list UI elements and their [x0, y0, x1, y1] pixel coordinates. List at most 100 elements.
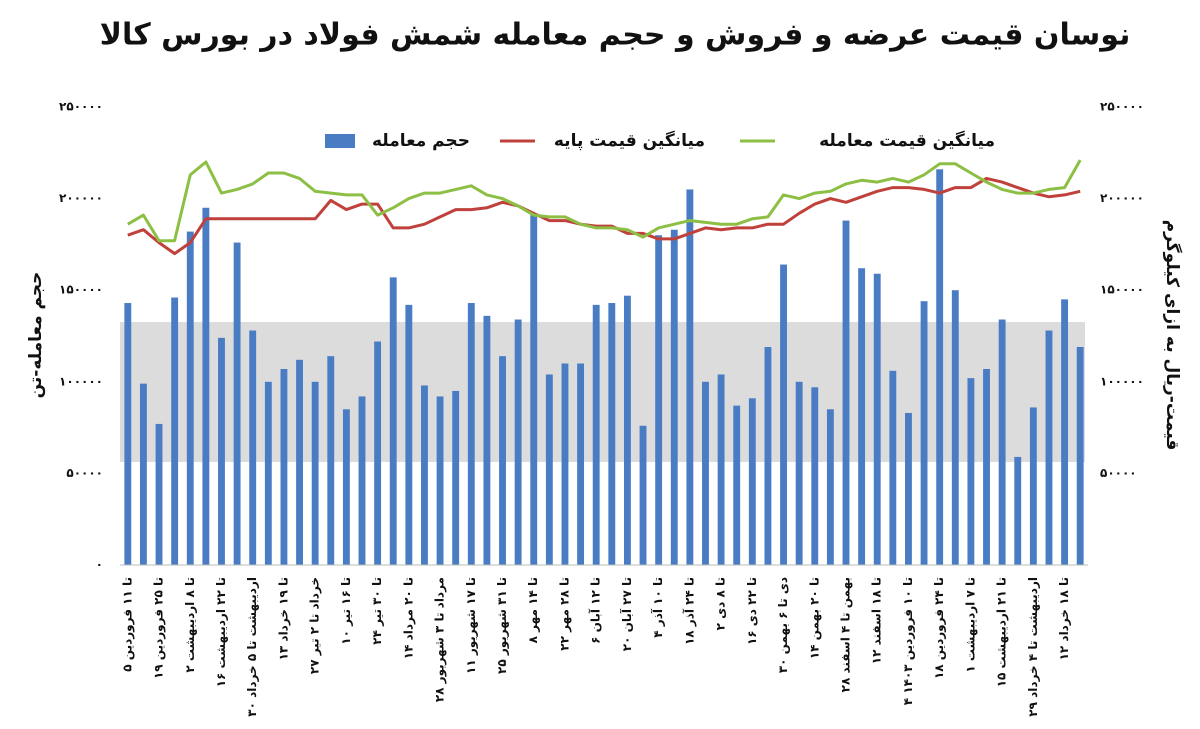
x-tick-label: ۲۹ اردیبهشت تا ۴ خرداد — [1026, 577, 1040, 717]
x-tick-label: ۱۲ تا ۱۸ خرداد — [1057, 577, 1071, 660]
bar — [218, 337, 225, 565]
x-tick-label: ۴ تا ۱۰ آذر — [650, 577, 665, 638]
y2-tick-label: ۱۰۰۰۰۰ — [1100, 374, 1144, 388]
bar — [577, 363, 585, 565]
line-series — [127, 159, 1082, 243]
y-tick-label: ۵۰۰۰۰ — [66, 466, 103, 480]
bar — [186, 231, 194, 566]
bar — [748, 398, 756, 565]
bar — [155, 423, 163, 565]
bar — [421, 385, 428, 565]
bar — [202, 207, 210, 565]
bar — [795, 381, 803, 565]
x-tick-label: ۳۰ دی تا ۶ بهمن — [776, 577, 790, 673]
x-tick-label: ۶ تا ۱۲ آبان — [588, 577, 603, 644]
bar — [483, 315, 491, 565]
bar — [327, 356, 335, 565]
bar — [717, 374, 725, 565]
x-tick-label: ۳۰ اردیبهشت تا ۵ خرداد — [245, 577, 259, 717]
line-series — [127, 176, 1081, 256]
bar — [764, 346, 772, 565]
y-tick-label: ۱۰۰۰۰۰ — [59, 374, 103, 388]
y-tick-label: ۲۰۰۰۰۰ — [59, 191, 103, 205]
bar — [171, 297, 179, 565]
x-tick-label: ۱۰ تا ۱۶ تیر — [339, 577, 353, 645]
y2-tick-label: ۲۰۰۰۰۰ — [1100, 191, 1144, 205]
bar — [296, 359, 303, 565]
bar — [436, 396, 444, 565]
x-tick-label: ۴ تا ۱۰ فروردین ۱۴۰۳ — [901, 577, 916, 705]
bar — [702, 381, 709, 565]
bar — [889, 370, 897, 565]
x-tick-label: ۲۵ تا ۳۱ شهریور — [495, 577, 510, 674]
bar — [670, 229, 678, 565]
bar — [139, 383, 147, 565]
bar — [1076, 346, 1084, 565]
x-tick-label: ۱۹ تا ۲۵ فروردین — [152, 577, 167, 679]
x-tick-label: ۱۵ تا ۲۱ اردیبهشت — [995, 577, 1009, 687]
legend-label: میانگین قیمت معامله — [819, 130, 995, 151]
x-tick-label: ۱۳ تا ۱۹ خرداد — [276, 577, 290, 660]
y2-tick-label: ۲۵۰۰۰۰ — [1100, 100, 1144, 114]
bar — [280, 368, 288, 565]
x-tick-label: ۲۰ تا ۲۷ آبان — [619, 577, 634, 651]
x-tick-label: ۲ تا ۸ دی — [714, 577, 728, 630]
bar — [608, 303, 616, 565]
y2-axis-title: قیمت-ریال به ازای کیلوگرم — [1162, 220, 1183, 451]
bar — [514, 319, 522, 565]
bar — [951, 290, 959, 565]
x-tick-label: ۲۲ تا ۲۸ مهر — [558, 577, 572, 651]
bar — [639, 425, 647, 565]
bar — [623, 295, 631, 565]
bar — [1061, 299, 1069, 565]
bar — [967, 378, 975, 565]
y-tick-label: ۰ — [96, 558, 103, 572]
bar — [905, 412, 912, 565]
bar — [780, 264, 787, 565]
bar — [545, 374, 553, 565]
bar — [655, 235, 663, 566]
bar — [826, 409, 834, 565]
y2-tick-label: ۱۵۰۰۰۰ — [1100, 283, 1144, 297]
bar — [1029, 407, 1037, 565]
bar — [733, 405, 741, 565]
bar — [389, 277, 397, 565]
bar — [983, 368, 990, 565]
bar — [936, 169, 944, 565]
bar — [358, 396, 366, 565]
bar — [842, 220, 850, 566]
bar — [124, 303, 132, 565]
y-tick-label: ۱۵۰۰۰۰ — [59, 283, 103, 297]
bar — [311, 381, 319, 565]
bar — [811, 387, 819, 565]
bar — [873, 273, 881, 565]
x-tick-label: ۲۸ مرداد تا ۳ شهریور — [433, 577, 448, 702]
bar — [686, 189, 694, 565]
x-tick-label: ۱۱ تا ۱۷ شهریور — [464, 577, 479, 674]
legend-swatch — [325, 134, 355, 148]
bar — [233, 242, 241, 565]
bar — [405, 304, 413, 565]
bar — [499, 356, 506, 565]
bar — [467, 303, 475, 565]
x-tick-label: ۱۸ تا ۲۴ فروردین — [932, 577, 947, 679]
x-tick-label: ۱۲ تا ۱۸ اسفند — [870, 577, 884, 664]
x-tick-label: ۱۸ تا ۲۴ آذر — [681, 577, 696, 645]
x-tick-label: ۲ تا ۸ اردیبهشت — [183, 577, 197, 673]
bar — [1045, 330, 1053, 565]
bar — [452, 390, 460, 565]
y-axis-title: حجم معامله-تن — [26, 272, 46, 399]
x-tick-label: ۸ تا ۱۴ مهر — [526, 577, 540, 643]
bar — [264, 381, 272, 565]
x-tick-label: ۱۴ تا ۲۰ مرداد — [401, 577, 415, 659]
bar — [249, 330, 257, 565]
legend-label: میانگین قیمت پایه — [554, 130, 705, 151]
x-tick-label: ۲۷ خرداد تا ۲ تیر — [308, 577, 322, 674]
bar — [561, 363, 569, 565]
x-tick-label: ۱۶ تا ۲۲ اردیبهشت — [214, 577, 228, 687]
legend-label: حجم معامله — [372, 131, 470, 151]
bar — [374, 341, 382, 565]
bar — [998, 319, 1006, 565]
chart-title: نوسان قیمت عرضه و فروش و حجم معامله شمش … — [100, 18, 1131, 53]
